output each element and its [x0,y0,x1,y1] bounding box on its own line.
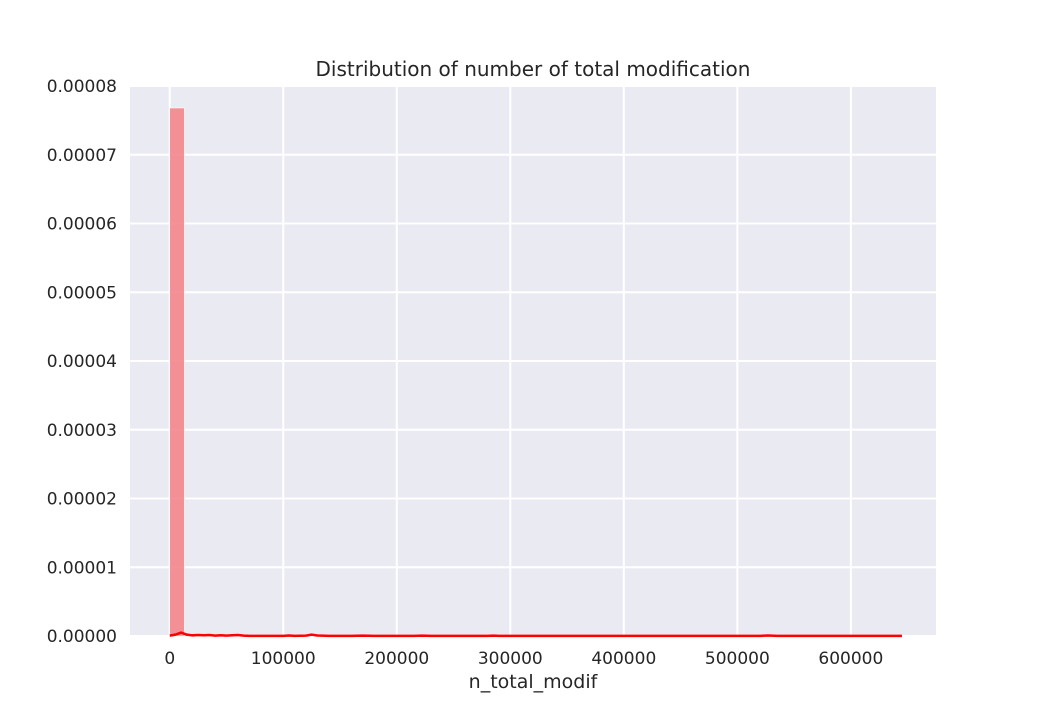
x-axis-label: n_total_modif [469,671,599,693]
y-tick-label: 0.00004 [47,352,117,372]
y-tick-label: 0.00005 [47,283,117,303]
y-tick-label: 0.00007 [47,146,117,166]
x-tick-labels: 0 100000 200000 300000 400000 500000 600000 [164,649,883,669]
chart-title: Distribution of number of total modifica… [316,57,751,81]
y-tick-label: 0.00008 [47,77,117,97]
kde-curve [169,631,902,638]
y-tick-label: 0.00001 [47,558,117,578]
y-tick-label: 0.00003 [47,421,117,441]
x-tick-label: 600000 [818,649,883,669]
x-tick-label: 400000 [591,649,656,669]
kde-line [169,631,902,638]
x-tick-label: 0 [164,649,175,669]
histogram-bar [169,107,185,637]
x-tick-label: 500000 [705,649,770,669]
y-tick-label: 0.00006 [47,215,117,235]
x-tick-label: 300000 [478,649,543,669]
x-tick-label: 200000 [364,649,429,669]
y-tick-labels: 0.00000 0.00001 0.00002 0.00003 0.00004 0.000… [47,77,117,647]
x-tick-label: 100000 [251,649,316,669]
y-tick-label: 0.00000 [47,627,117,647]
y-tick-label: 0.00002 [47,490,117,510]
